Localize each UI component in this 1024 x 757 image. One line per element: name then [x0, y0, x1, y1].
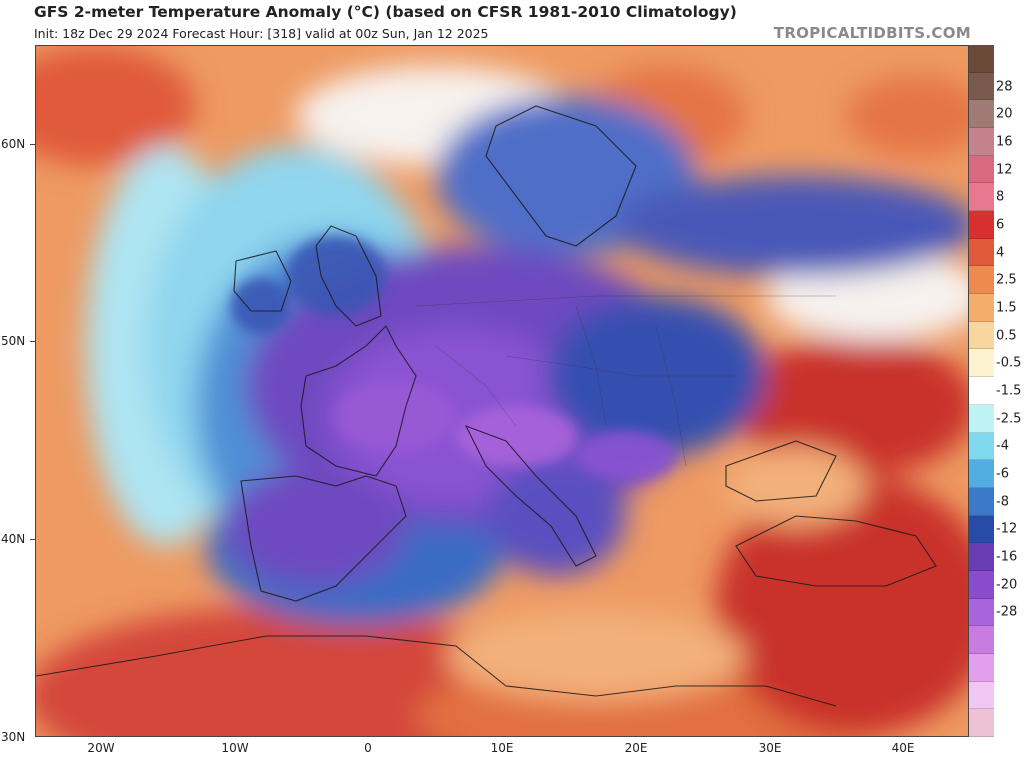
colorbar-cell: [969, 321, 994, 350]
colorbar-cell: [969, 128, 994, 156]
lon-label-20w: 20W: [87, 741, 115, 755]
colorbar-cell: [969, 598, 994, 627]
colorbar-cell: [969, 570, 994, 599]
colorbar-label: -16: [996, 549, 1018, 565]
colorbar-label: 2.5: [996, 272, 1017, 288]
colorbar-label: 28: [996, 79, 1013, 95]
colorbar-label: 4: [996, 245, 1005, 261]
anomaly-field: [36, 46, 968, 736]
colorbar-label: -2.5: [996, 411, 1022, 427]
colorbar: [969, 45, 994, 737]
colorbar-cell: [969, 626, 994, 654]
lat-tick: [30, 341, 35, 342]
chart-title: GFS 2-meter Temperature Anomaly (°C) (ba…: [34, 3, 737, 21]
lon-label-30e: 30E: [758, 741, 782, 755]
colorbar-label: 8: [996, 189, 1005, 205]
colorbar-label: 20: [996, 106, 1013, 122]
watermark: TROPICALTIDBITS.COM: [773, 24, 971, 42]
colorbar-label: -8: [996, 494, 1009, 510]
lon-label-20e: 20E: [624, 741, 648, 755]
colorbar-cell: [969, 377, 994, 405]
lon-label-10e: 10E: [490, 741, 514, 755]
colorbar-cell: [969, 100, 994, 129]
lat-tick: [30, 539, 35, 540]
lat-label-40n: 40N: [1, 532, 26, 546]
colorbar-cell: [969, 515, 994, 544]
lat-tick: [30, 144, 35, 145]
colorbar-cell: [969, 349, 994, 378]
colorbar-cell: [969, 432, 994, 461]
colorbar-cell: [969, 487, 994, 516]
colorbar-cell: [969, 238, 994, 267]
colorbar-cell: [969, 460, 994, 488]
colorbar-cell: [969, 404, 994, 433]
colorbar-label: -28: [996, 604, 1018, 620]
colorbar-cell: [969, 709, 994, 737]
lat-label-50n: 50N: [1, 334, 26, 348]
colorbar-label: -1.5: [996, 383, 1022, 399]
colorbar-cell: [969, 653, 994, 682]
chart-subtitle: Init: 18z Dec 29 2024 Forecast Hour: [31…: [34, 26, 489, 41]
colorbar-label: 6: [996, 217, 1005, 233]
colorbar-cell: [969, 211, 994, 239]
lat-label-60n: 60N: [1, 137, 26, 151]
colorbar-cell: [969, 155, 994, 184]
colorbar-cell: [969, 183, 994, 212]
colorbar-label: 12: [996, 162, 1013, 178]
lon-label-40e: 40E: [891, 741, 915, 755]
lon-label-0: 0: [364, 741, 372, 755]
colorbar-cell: [969, 72, 994, 101]
colorbar-cell: [969, 294, 994, 322]
colorbar-label: -20: [996, 577, 1018, 593]
colorbar-label: 1.5: [996, 300, 1017, 316]
lon-label-10w: 10W: [221, 741, 249, 755]
colorbar-cell: [969, 543, 994, 571]
colorbar-label: 16: [996, 134, 1013, 150]
colorbar-label: -0.5: [996, 355, 1022, 371]
colorbar-label: -6: [996, 466, 1009, 482]
colorbar-cell: [969, 266, 994, 295]
colorbar-cell: [969, 45, 994, 73]
colorbar-label: -4: [996, 438, 1009, 454]
colorbar-cell: [969, 681, 994, 710]
temperature-anomaly-map: [35, 45, 969, 737]
lat-label-30n: 30N: [1, 730, 26, 744]
colorbar-label: 0.5: [996, 328, 1017, 344]
colorbar-label: -12: [996, 521, 1018, 537]
